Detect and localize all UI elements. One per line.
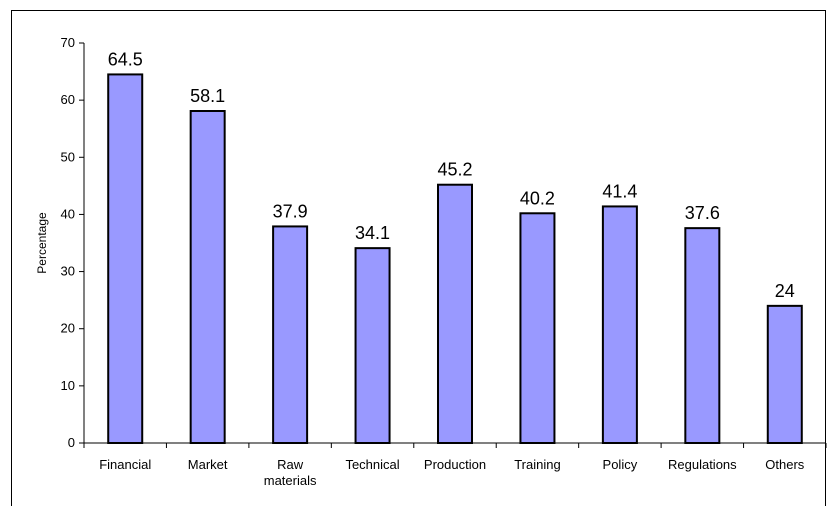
data-label: 58.1 [190, 86, 225, 106]
y-tick-label: 50 [61, 149, 75, 164]
y-axis: 0 10 20 30 40 50 60 70 [61, 35, 85, 450]
y-tick-label: 40 [61, 206, 75, 221]
x-tick-label: Production [424, 457, 486, 472]
bar [519, 212, 556, 444]
x-tick-label: Market [188, 457, 228, 472]
x-tick-label: Technical [345, 457, 399, 472]
chart-frame [11, 10, 826, 506]
y-axis-title: Percentage [35, 212, 49, 274]
bar [272, 225, 309, 444]
bar [601, 205, 638, 444]
y-tick-label: 30 [61, 264, 75, 279]
bar [107, 73, 144, 445]
x-tick-label: Others [765, 457, 805, 472]
bar [684, 227, 721, 444]
data-label: 24 [775, 281, 795, 301]
x-axis: Financial Market Raw materials Technical Prod… [83, 442, 827, 488]
bar [437, 183, 473, 444]
data-label: 41.4 [602, 181, 637, 201]
x-tick-label: Raw materials [264, 457, 317, 488]
data-label: 45.2 [437, 160, 472, 180]
y-tick-label: 10 [61, 378, 75, 393]
bar [189, 110, 226, 444]
bar [766, 304, 803, 444]
x-tick-label: Training [514, 457, 560, 472]
data-labels: 64.5 58.1 37.9 34.1 45.2 40.2 41.4 37.6 24 [108, 49, 795, 300]
y-tick-label: 0 [68, 435, 75, 450]
data-label: 37.6 [685, 203, 720, 223]
bar [354, 247, 391, 444]
y-tick-label: 60 [61, 92, 75, 107]
bars [107, 73, 803, 445]
data-label: 64.5 [108, 49, 143, 69]
x-tick-label: Regulations [668, 457, 737, 472]
y-tick-label: 20 [61, 321, 75, 336]
x-tick-label: Policy [603, 457, 638, 472]
x-tick-label: Financial [99, 457, 151, 472]
data-label: 37.9 [273, 201, 308, 221]
y-tick-label: 70 [61, 35, 75, 50]
data-label: 34.1 [355, 223, 390, 243]
data-label: 40.2 [520, 188, 555, 208]
